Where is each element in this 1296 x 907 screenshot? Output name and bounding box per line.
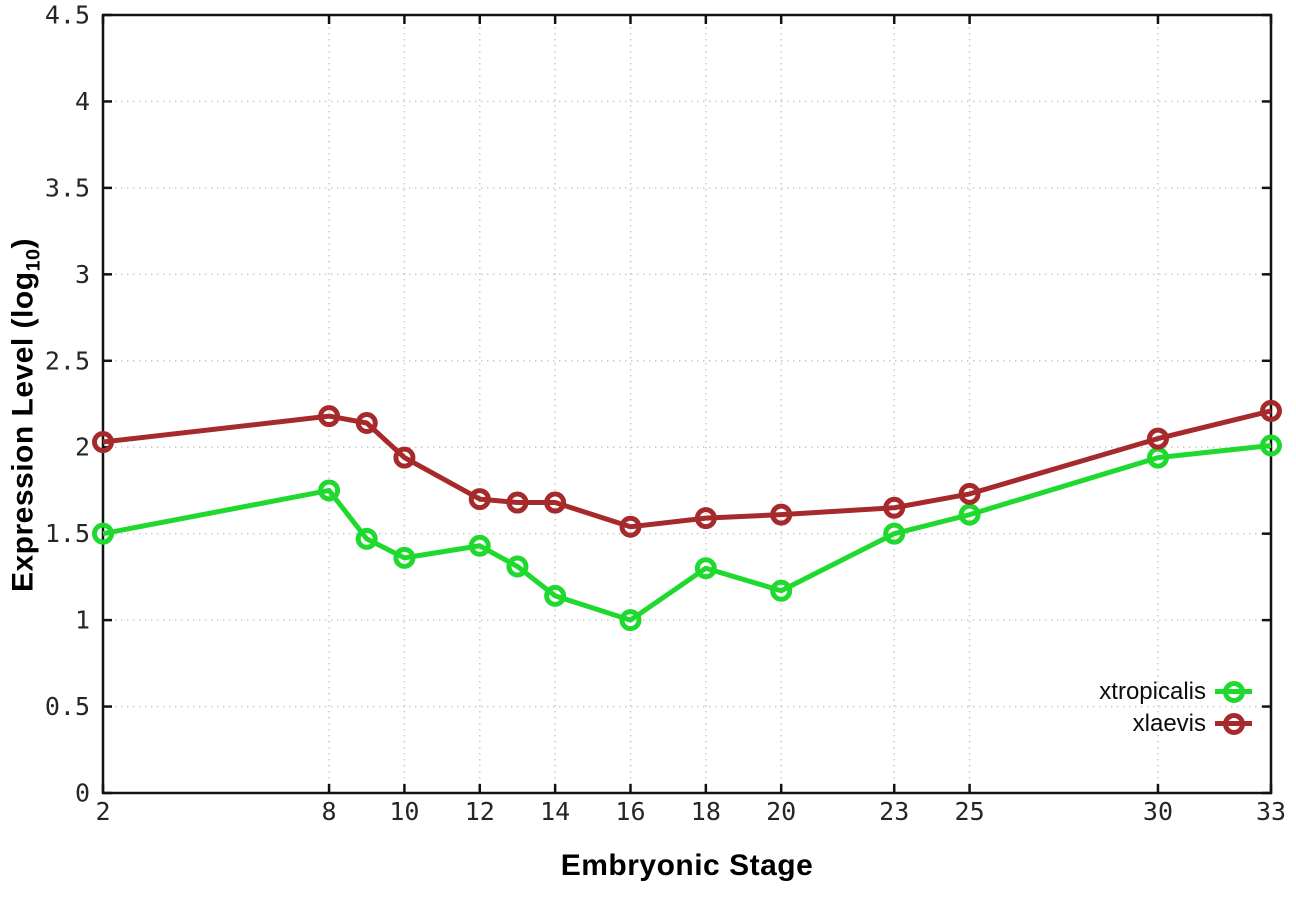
series-line-xtropicalis (102, 443, 1272, 623)
x-tick-label: 25 (955, 797, 985, 826)
data-point-xtropicalis (694, 557, 717, 580)
data-point-xtropicalis (393, 546, 416, 569)
data-point-xtropicalis (355, 527, 378, 550)
data-point-xtropicalis (770, 579, 793, 602)
x-tick-label: 14 (540, 797, 570, 826)
y-tick-label: 3.5 (45, 173, 90, 202)
x-tick-label: 12 (465, 797, 495, 826)
data-point-xlaevis (619, 515, 642, 538)
x-tick-label: 8 (322, 797, 337, 826)
legend-item-xtropicalis: xtropicalis (1099, 678, 1252, 705)
data-point-xlaevis (1146, 427, 1169, 450)
legend-label-xlaevis: xlaevis (1132, 710, 1206, 737)
y-tick-label: 2.5 (45, 346, 90, 375)
legend: xtropicalis xlaevis (1099, 678, 1252, 737)
legend-item-xlaevis: xlaevis (1132, 710, 1252, 737)
data-point-xtropicalis (92, 522, 114, 545)
data-point-xtropicalis (958, 503, 981, 526)
data-point-xlaevis (318, 405, 341, 428)
y-tick-label: 1.5 (45, 519, 90, 548)
x-tick-label: 33 (1256, 797, 1286, 826)
line-circle-marker-icon (1215, 680, 1252, 703)
legend-circle-sample (1222, 712, 1245, 735)
y-axis-title-text: Expression Level (log (6, 271, 40, 593)
y-tick-label: 0 (75, 779, 90, 808)
y-axis-title-subscript: 10 (22, 248, 45, 272)
data-point-xtropicalis (619, 609, 642, 632)
data-point-xtropicalis (1260, 434, 1282, 457)
x-axis-title: Embryonic Stage (103, 849, 1271, 883)
data-point-xlaevis (694, 507, 717, 530)
x-tick-label: 23 (879, 797, 909, 826)
data-point-xlaevis (468, 488, 491, 511)
y-tick-label: 2 (75, 433, 90, 462)
data-point-xlaevis (506, 491, 529, 514)
data-point-xlaevis (355, 412, 378, 435)
series-line-xlaevis (102, 408, 1272, 530)
x-tick-label: 16 (615, 797, 645, 826)
y-tick-label: 4 (75, 87, 90, 116)
data-point-xlaevis (770, 503, 793, 526)
y-tick-label: 1 (75, 606, 90, 635)
y-axis-title-close: ) (6, 237, 40, 249)
data-point-xlaevis (958, 482, 981, 505)
y-axis-title: Expression Level (log10) (7, 238, 46, 592)
plot-border (101, 13, 1273, 795)
data-point-xlaevis (92, 431, 114, 454)
data-point-xtropicalis (883, 522, 906, 545)
data-point-xtropicalis (468, 534, 491, 557)
data-point-xlaevis (393, 446, 416, 469)
data-point-xlaevis (883, 496, 906, 519)
x-tick-label: 18 (691, 797, 721, 826)
x-tick-label: 2 (95, 797, 110, 826)
x-tick-label: 10 (389, 797, 419, 826)
line-circle-marker-icon (1215, 712, 1252, 735)
y-tick-label: 3 (75, 260, 90, 289)
data-point-xlaevis (1260, 399, 1282, 422)
y-tick-label: 4.5 (45, 1, 90, 30)
data-point-xtropicalis (544, 584, 567, 607)
data-point-xtropicalis (506, 555, 529, 578)
y-tick-label: 0.5 (45, 692, 90, 721)
x-tick-label: 20 (766, 797, 796, 826)
legend-circle-sample (1222, 680, 1245, 703)
legend-label-xtropicalis: xtropicalis (1099, 678, 1206, 705)
data-point-xtropicalis (318, 479, 341, 502)
data-point-xlaevis (544, 491, 567, 514)
x-tick-label: 30 (1143, 797, 1173, 826)
x-axis-title-text: Embryonic Stage (560, 849, 814, 882)
